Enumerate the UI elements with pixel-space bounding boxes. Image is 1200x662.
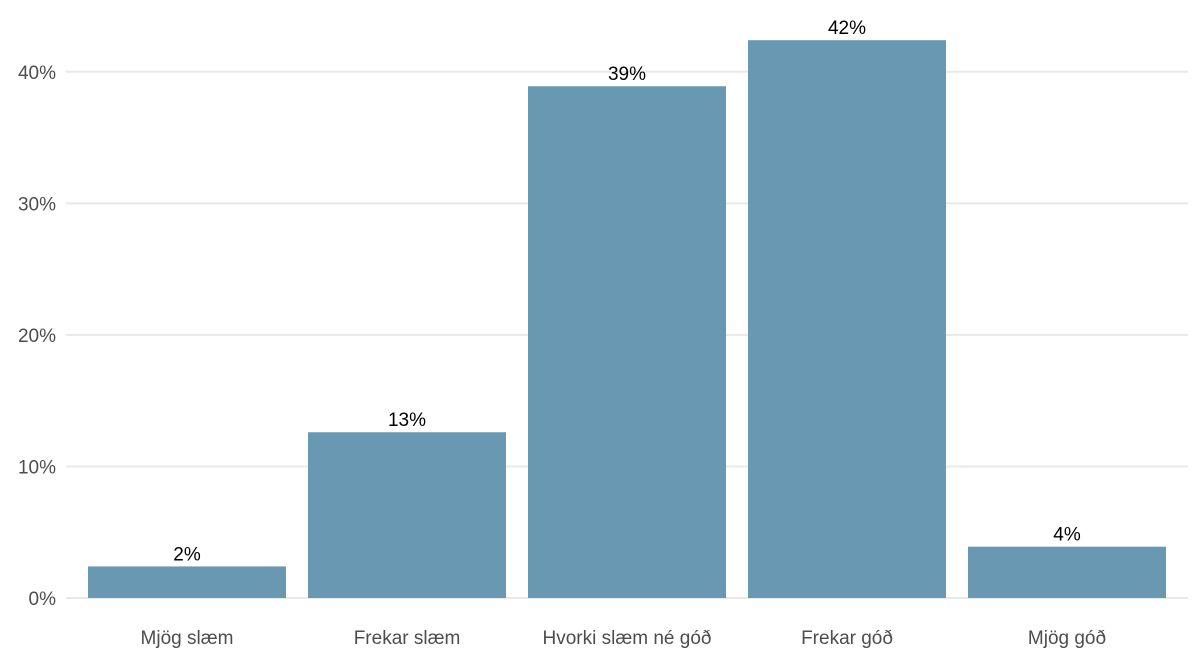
bar <box>528 86 726 598</box>
bar-value-label: 39% <box>608 64 646 85</box>
bar <box>308 432 506 598</box>
y-tick-label: 30% <box>18 194 56 215</box>
x-tick-label: Frekar góð <box>801 628 893 649</box>
bar-value-label: 4% <box>1053 525 1081 546</box>
y-tick-label: 20% <box>18 326 56 347</box>
bar-value-label: 42% <box>828 18 866 39</box>
bar <box>968 546 1166 598</box>
x-tick-label: Mjög góð <box>1028 628 1106 649</box>
x-axis-ticks: Mjög slæm Frekar slæm Hvorki slæm né góð Fr… <box>141 628 1107 649</box>
bar <box>88 566 286 598</box>
bars <box>88 40 1166 598</box>
y-tick-label: 10% <box>18 457 56 478</box>
bar-value-label: 2% <box>173 544 201 565</box>
y-axis-ticks: 0% 10% 20% 30% 40% <box>18 63 56 610</box>
bar-value-label: 13% <box>388 410 426 431</box>
x-tick-label: Frekar slæm <box>354 628 461 649</box>
data-labels: 2% 13% 39% 42% 4% <box>173 18 1081 565</box>
x-tick-label: Hvorki slæm né góð <box>543 628 712 649</box>
x-tick-label: Mjög slæm <box>141 628 234 649</box>
bar <box>748 40 946 598</box>
y-tick-label: 40% <box>18 63 56 84</box>
y-tick-label: 0% <box>29 589 57 610</box>
